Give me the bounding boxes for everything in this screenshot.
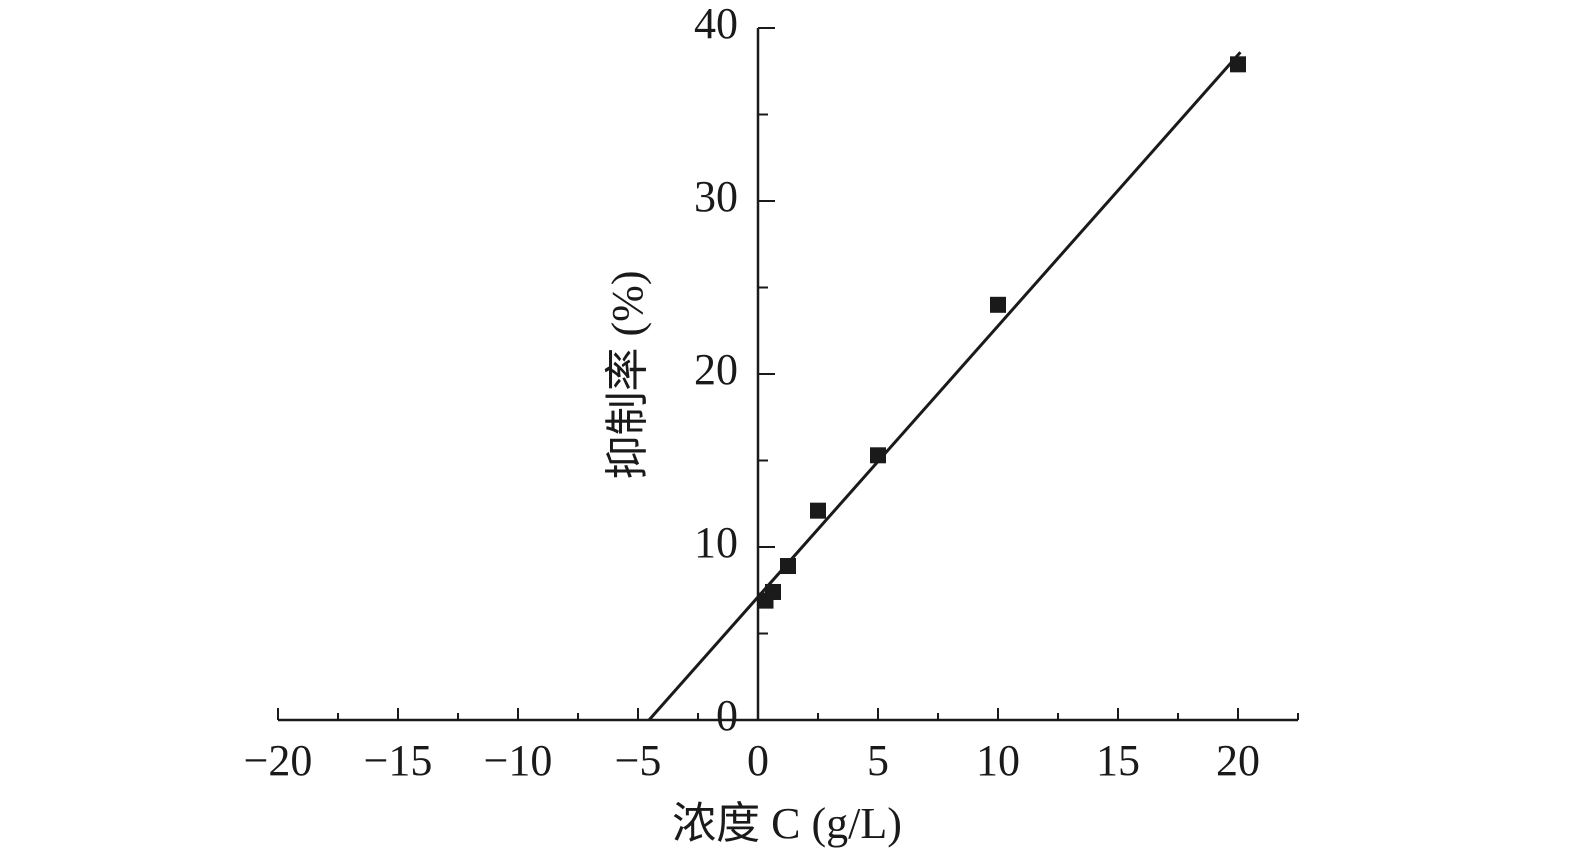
x-tick-label: 0	[747, 736, 769, 785]
x-tick-label: −5	[615, 736, 662, 785]
data-point	[990, 296, 1006, 313]
data-point	[870, 447, 886, 464]
x-axis-label: 浓度 C (g/L)	[672, 799, 902, 848]
x-tick-label: −10	[484, 736, 553, 785]
data-point	[810, 502, 826, 519]
x-tick-label: −15	[364, 736, 433, 785]
data-point	[780, 558, 796, 575]
data-point	[765, 583, 781, 600]
y-tick-label: 30	[694, 172, 738, 221]
data-point	[1230, 56, 1246, 73]
y-tick-label: 20	[694, 345, 738, 394]
x-tick-label: 15	[1096, 736, 1140, 785]
x-tick-label: 20	[1216, 736, 1260, 785]
x-tick-label: −20	[244, 736, 313, 785]
y-tick-label: 10	[694, 518, 738, 567]
y-tick-label: 40	[694, 0, 738, 48]
x-tick-label: 10	[976, 736, 1020, 785]
y-tick-label: 0	[716, 691, 738, 740]
fit-line	[647, 51, 1242, 721]
x-tick-label: 5	[867, 736, 889, 785]
y-axis-label: 抑制率 (%)	[603, 271, 652, 480]
